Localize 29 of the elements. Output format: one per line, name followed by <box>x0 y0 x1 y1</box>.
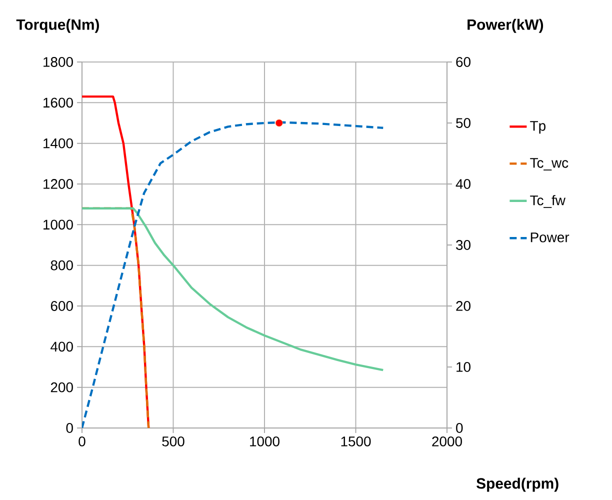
x-axis-title: Speed(rpm) <box>476 478 558 492</box>
y2-tick-label: 0 <box>456 423 463 433</box>
y-tick-label: 1800 <box>44 57 73 67</box>
y2-tick-label: 40 <box>456 179 470 189</box>
x-tick-label: 1500 <box>341 436 371 446</box>
y-tick-label: 200 <box>50 382 73 392</box>
y2-tick-label: 10 <box>456 362 470 372</box>
legend-label: Power <box>530 232 570 242</box>
y-tick-label: 600 <box>50 301 73 311</box>
y-tick-label: 0 <box>66 423 73 433</box>
x-tick-label: 500 <box>162 436 184 446</box>
y-tick-label: 800 <box>50 260 73 270</box>
y2-tick-label: 20 <box>456 301 470 311</box>
y2-tick-label: 60 <box>456 57 470 67</box>
y-axis-title: Torque(Nm) <box>16 18 99 33</box>
x-tick-label: 2000 <box>432 436 462 446</box>
y-tick-label: 1400 <box>44 138 73 148</box>
legend-label: Tp <box>530 121 546 134</box>
legend-label: Tc_wc <box>530 158 568 170</box>
y-tick-label: 1600 <box>44 98 73 108</box>
y2-axis-title: Power(kW) <box>468 18 544 33</box>
y2-tick-label: 30 <box>456 240 470 250</box>
y-tick-label: 1200 <box>44 179 73 189</box>
x-tick-label: 1000 <box>250 436 280 446</box>
y-tick-label: 1000 <box>44 220 73 230</box>
x-tick-label: 0 <box>78 436 86 446</box>
y-tick-label: 400 <box>50 342 73 352</box>
legend-label: Tc_fw <box>530 195 566 208</box>
y2-tick-label: 50 <box>456 118 470 128</box>
